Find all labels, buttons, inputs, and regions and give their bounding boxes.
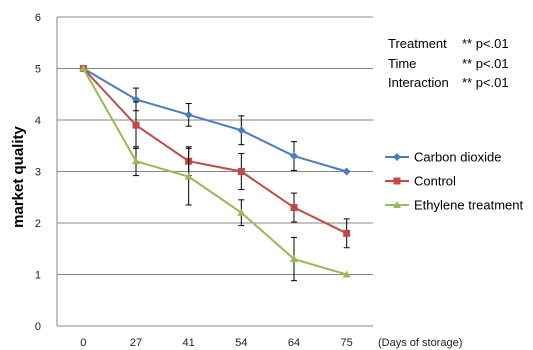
x-tick-labels: 0 27 41 54 64 75	[80, 337, 353, 349]
legend-item-0: Carbon dioxide	[385, 150, 501, 165]
y-tick-2: 2	[35, 218, 41, 230]
data-point	[184, 110, 193, 119]
data-point	[290, 255, 298, 263]
x-axis-unit-label: (Days of storage)	[378, 337, 462, 349]
data-point	[184, 172, 193, 180]
data-point	[237, 208, 246, 216]
stat-label-treatment: Treatment	[388, 36, 447, 51]
y-tick-5: 5	[35, 64, 41, 76]
x-tick-64: 64	[288, 337, 300, 349]
series-2	[79, 64, 351, 282]
data-point	[342, 270, 351, 278]
x-tick-41: 41	[183, 337, 195, 349]
y-tick-3: 3	[35, 167, 41, 179]
data-point	[290, 152, 298, 161]
y-tick-1: 1	[35, 270, 41, 282]
x-tick-75: 75	[341, 337, 353, 349]
series-0	[79, 64, 351, 176]
legend-item-1: Control	[385, 174, 456, 189]
y-tick-4: 4	[35, 115, 41, 127]
y-axis-label: market quality	[10, 125, 27, 227]
legend-item-2: Ethylene treatment	[385, 198, 524, 213]
x-tick-27: 27	[130, 337, 142, 349]
y-tick-labels: 0 1 2 3 4 5 6	[35, 12, 41, 333]
data-point	[79, 64, 88, 72]
series-1	[79, 65, 351, 249]
data-point	[132, 95, 140, 104]
stat-value-interaction: ** p<.01	[462, 75, 509, 90]
series-line	[82, 67, 347, 173]
x-tick-54: 54	[235, 337, 247, 349]
legend-label: Control	[414, 174, 456, 189]
series-line	[82, 68, 347, 276]
legend: Carbon dioxide Control Ethylene treatment	[385, 150, 524, 213]
data-point	[342, 167, 351, 176]
data-point	[132, 121, 140, 129]
data-point	[132, 157, 140, 165]
data-point	[237, 126, 246, 135]
gridlines	[56, 16, 373, 327]
legend-swatch-marker	[393, 177, 401, 185]
legend-label: Ethylene treatment	[414, 198, 524, 213]
data-point	[237, 168, 245, 175]
legend-label: Carbon dioxide	[414, 150, 501, 165]
data-point	[343, 229, 351, 237]
series-layer	[79, 64, 351, 282]
legend-swatch-marker	[393, 201, 401, 208]
y-tick-0: 0	[35, 321, 41, 333]
stat-label-interaction: Interaction	[388, 75, 449, 90]
series-line	[82, 67, 348, 235]
stat-value-time: ** p<.01	[462, 56, 509, 71]
statistics-annotation: Treatment ** p<.01 Time ** p<.01 Interac…	[388, 36, 509, 90]
data-point	[290, 204, 298, 212]
stat-label-time: Time	[388, 56, 416, 71]
stat-value-treatment: ** p<.01	[462, 36, 509, 51]
legend-swatch-marker	[393, 153, 401, 161]
x-tick-0: 0	[80, 337, 86, 349]
y-tick-6: 6	[35, 12, 41, 24]
